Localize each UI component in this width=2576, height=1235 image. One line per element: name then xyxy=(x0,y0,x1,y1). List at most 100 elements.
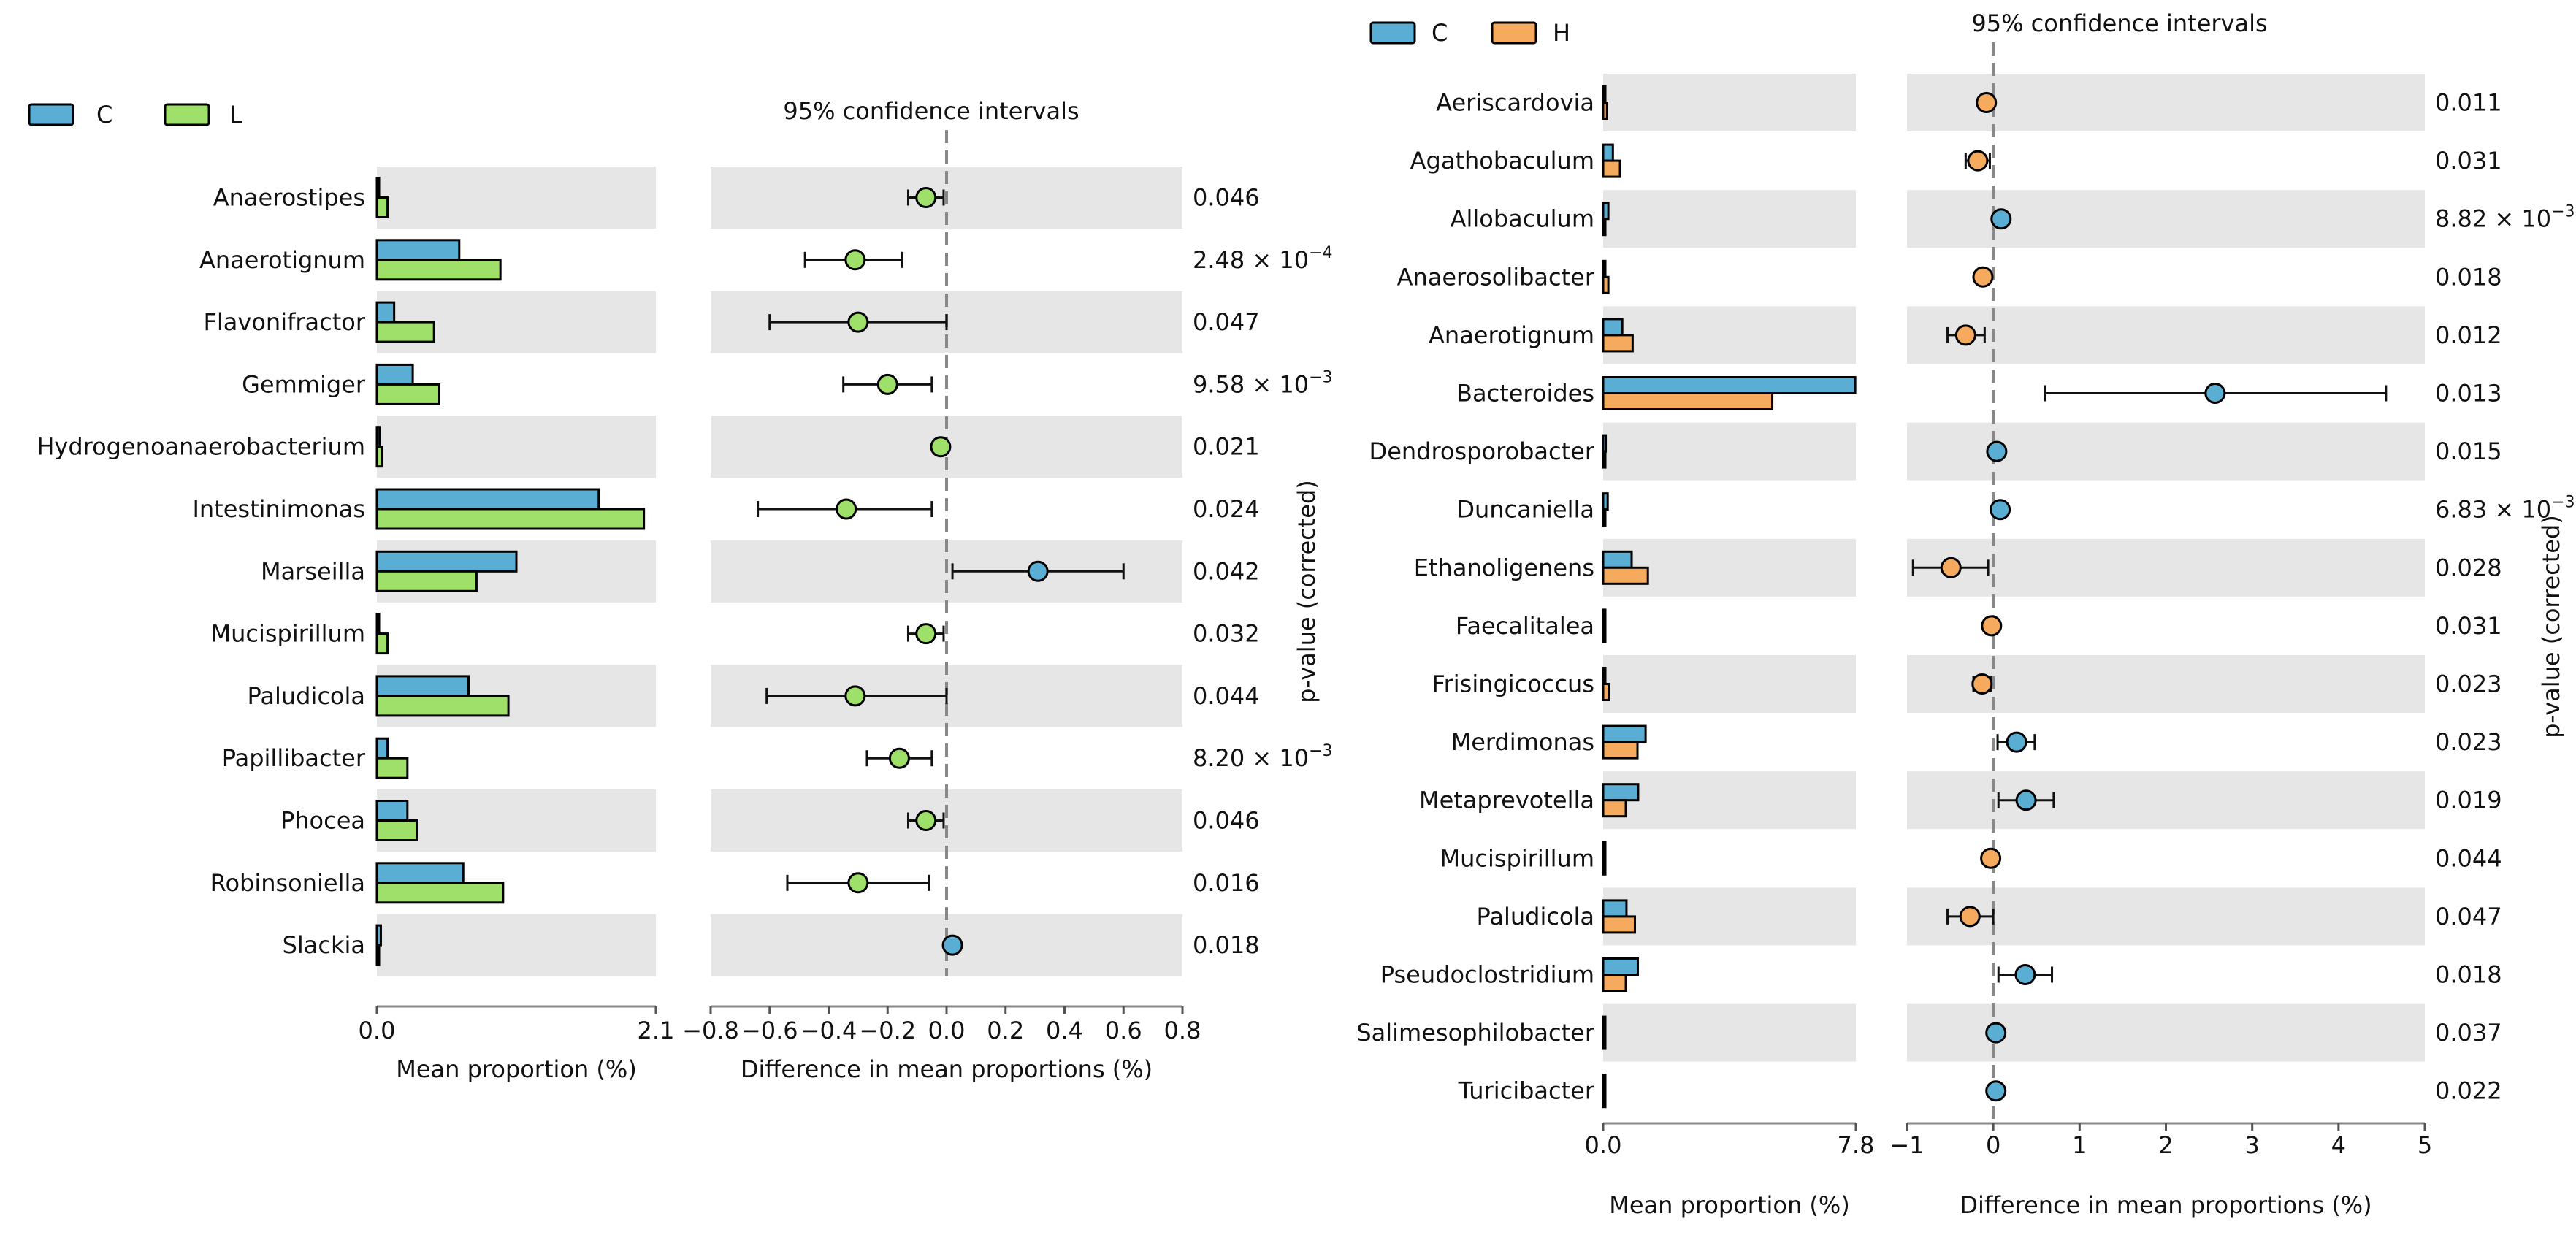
diff-point xyxy=(2014,964,2036,985)
p-value: 0.042 xyxy=(1193,557,1260,585)
p-value-base: 0.044 xyxy=(2435,844,2502,872)
row-band-bar xyxy=(1603,771,1856,830)
p-value-base: 0.032 xyxy=(1193,620,1260,648)
bar-L xyxy=(375,383,440,405)
p-value: 2.48 × 10−4 xyxy=(1193,244,1333,274)
diff-tick-label: 0.0 xyxy=(928,1017,966,1044)
row-label: Ethanoligenens xyxy=(1414,554,1594,581)
diff-point xyxy=(2204,383,2226,404)
panel-2: C H 95% confidence intervals Aeriscardovia 0… xyxy=(1356,9,2575,1219)
bar-x-title: Mean proportion (%) xyxy=(396,1055,637,1083)
p-value: 0.023 xyxy=(2435,670,2502,698)
p-value-base: 0.042 xyxy=(1193,557,1260,585)
row-band-bar xyxy=(1603,1003,1856,1062)
row-band-bar xyxy=(377,167,656,229)
bar-H xyxy=(1602,974,1627,992)
bar-C xyxy=(1602,259,1607,278)
row-label: Anaerotignum xyxy=(199,246,365,274)
diff-point xyxy=(2015,789,2037,811)
p-value-base: 0.019 xyxy=(2435,787,2502,814)
diff-point xyxy=(1990,499,2011,521)
p-value-exponent: −4 xyxy=(1309,244,1332,262)
p-value-base: 0.047 xyxy=(1193,308,1260,336)
p-value-base: 0.047 xyxy=(2435,903,2502,930)
p-value-base: 0.016 xyxy=(1193,869,1260,897)
p-value: 0.012 xyxy=(2435,321,2502,349)
p-value: 9.58 × 10−3 xyxy=(1193,368,1333,398)
row-label: Flavonifractor xyxy=(204,308,366,336)
bar-L xyxy=(375,321,435,343)
bar-C xyxy=(1602,376,1857,394)
p-value-base: 0.022 xyxy=(2435,1077,2502,1105)
bar-C xyxy=(375,488,600,511)
p-value-base: 0.028 xyxy=(2435,554,2502,581)
p-value: 0.047 xyxy=(1193,308,1260,336)
row-label: Agathobaculum xyxy=(1410,147,1594,175)
bar-H xyxy=(1602,1031,1607,1050)
diff-point xyxy=(1967,150,1989,172)
p-value: 0.046 xyxy=(1193,184,1260,212)
row-label: Pseudoclostridium xyxy=(1380,961,1594,989)
diff-point xyxy=(888,747,910,769)
bar-L xyxy=(375,632,389,655)
row-label: Phocea xyxy=(280,807,365,835)
row-label: Mucispirillum xyxy=(210,620,365,648)
diff-tick-label: 0.4 xyxy=(1046,1017,1083,1044)
row-label: Paludicola xyxy=(1476,903,1594,930)
bar-tick-label: 7.8 xyxy=(1838,1131,1875,1159)
diff-point xyxy=(1976,92,1998,113)
p-value-base: 0.046 xyxy=(1193,807,1260,835)
bar-C xyxy=(1602,492,1609,511)
bar-C xyxy=(1602,434,1608,453)
diff-tick-label: 4 xyxy=(2331,1131,2346,1159)
p-value: 8.82 × 10−3 xyxy=(2435,203,2575,233)
row-label: Hydrogenoanaerobacterium xyxy=(37,433,365,461)
row-label: Salimesophilobacter xyxy=(1356,1019,1595,1047)
p-value-exponent: −3 xyxy=(2551,203,2575,221)
row-band-bar xyxy=(1603,887,1856,946)
row-band-bar xyxy=(1603,655,1856,713)
bar-tick-label: 0.0 xyxy=(359,1017,396,1044)
pvalue-axis-title: p-value (corrected) xyxy=(2537,515,2565,738)
p-value: 0.018 xyxy=(1193,931,1260,959)
bar-L xyxy=(375,944,381,966)
p-value-base: 0.018 xyxy=(2435,961,2502,989)
row-label: Anaerosolibacter xyxy=(1397,263,1595,291)
bar-C xyxy=(375,675,470,697)
diff-point xyxy=(941,934,963,956)
p-value-base: 6.83 × 10 xyxy=(2435,496,2551,524)
p-value: 0.046 xyxy=(1193,807,1260,835)
bar-L xyxy=(375,695,510,717)
bar-H xyxy=(1602,508,1607,527)
diff-point xyxy=(1959,906,1981,928)
p-value: 0.018 xyxy=(2435,961,2502,989)
row-band-bar xyxy=(1603,190,1856,248)
diff-point xyxy=(1981,615,2003,637)
diff-tick-label: −1 xyxy=(1889,1131,1924,1159)
bar-H xyxy=(1602,159,1621,178)
row-label: Marseilla xyxy=(261,557,365,585)
bar-L xyxy=(375,819,418,841)
pvalue-axis-title: p-value (corrected) xyxy=(1293,480,1321,703)
p-value-base: 0.012 xyxy=(2435,321,2502,349)
diff-point xyxy=(930,436,952,458)
bar-H xyxy=(1602,218,1607,237)
p-value-base: 0.013 xyxy=(2435,380,2502,408)
p-value: 0.011 xyxy=(2435,89,2502,117)
p-value-base: 9.58 × 10 xyxy=(1193,370,1309,398)
p-value-base: 8.20 × 10 xyxy=(1193,744,1309,772)
diff-x-title: Difference in mean proportions (%) xyxy=(741,1055,1153,1083)
diff-tick-label: 1 xyxy=(2072,1131,2087,1159)
row-band-diff xyxy=(1907,1003,2425,1062)
diff-point xyxy=(836,498,857,520)
p-value-base: 0.046 xyxy=(1193,184,1260,212)
bar-C xyxy=(1602,899,1628,918)
bar-C xyxy=(1602,667,1607,685)
bar-C xyxy=(375,862,465,884)
bar-C xyxy=(375,426,381,448)
row-label: Merdimonas xyxy=(1451,728,1594,756)
bar-H xyxy=(1602,334,1634,353)
legend-label-H: H xyxy=(1553,19,1570,47)
bar-C xyxy=(1602,724,1647,743)
p-value-base: 0.023 xyxy=(2435,670,2502,698)
